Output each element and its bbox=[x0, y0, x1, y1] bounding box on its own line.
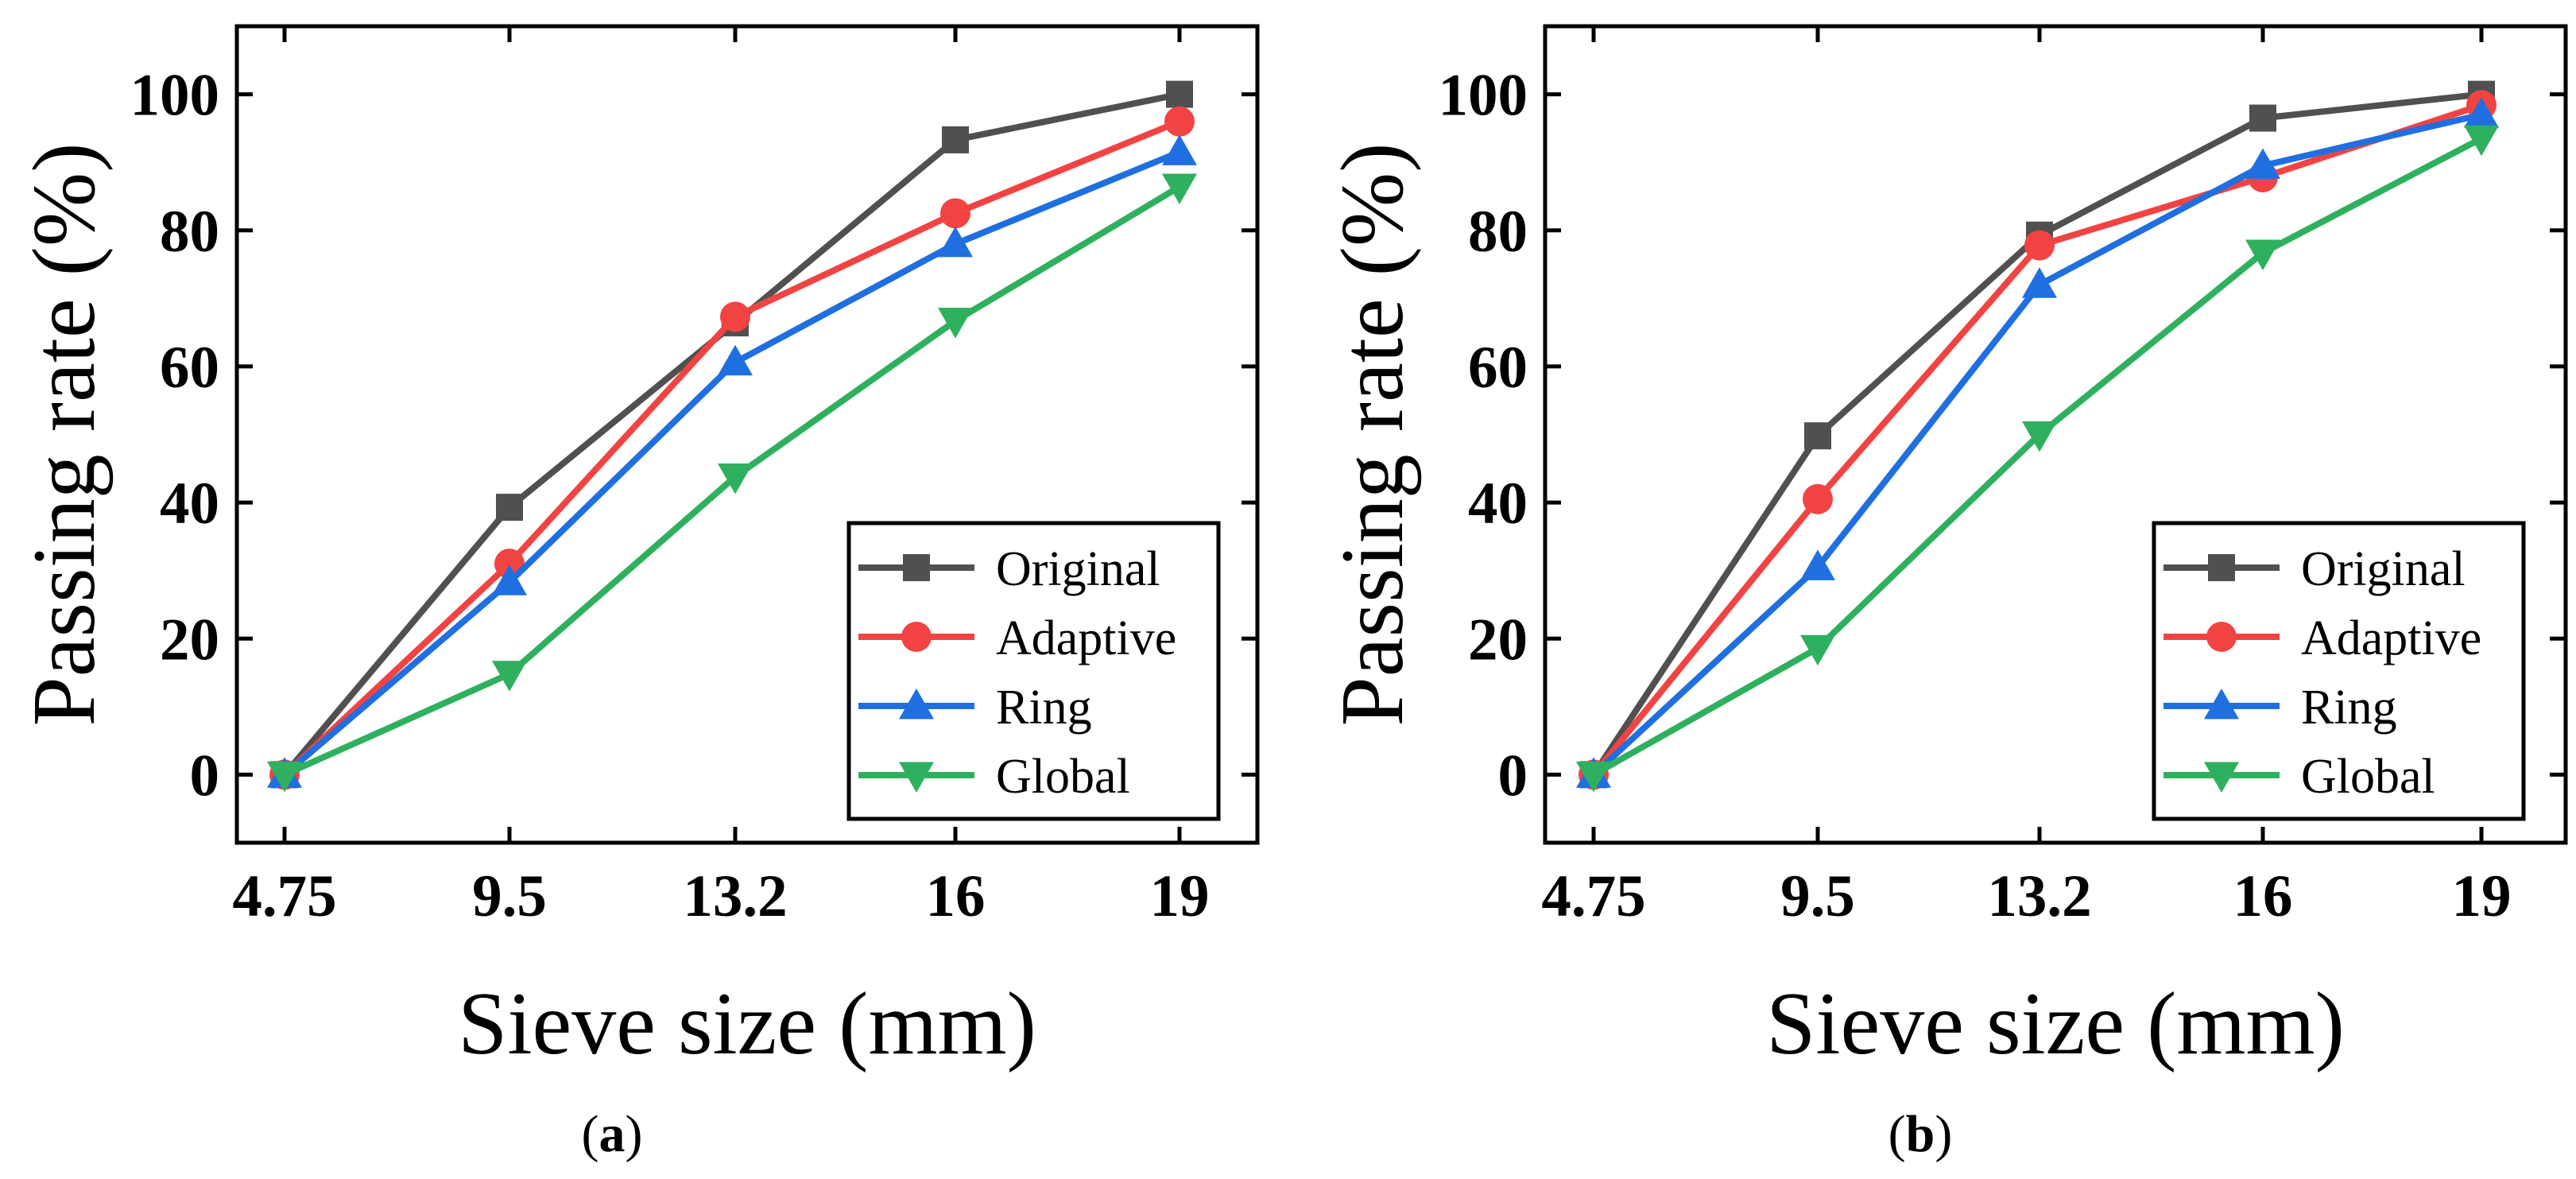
series-global bbox=[1576, 125, 2499, 793]
data-point bbox=[718, 344, 753, 376]
y-axis-title: Passing rate (%) bbox=[1323, 142, 1422, 726]
legend-label: Global bbox=[2301, 750, 2435, 804]
y-axis-title: Passing rate (%) bbox=[15, 142, 114, 726]
y-tick-label: 40 bbox=[1468, 471, 1528, 537]
plot-frame bbox=[1543, 24, 2568, 845]
legend-marker bbox=[2208, 554, 2235, 581]
data-point bbox=[1804, 422, 1831, 450]
x-tick-label: 13.2 bbox=[683, 863, 787, 929]
x-tick-label: 19 bbox=[1150, 863, 1210, 929]
legend-marker bbox=[901, 622, 932, 652]
y-tick-label: 0 bbox=[1498, 743, 1528, 809]
data-point bbox=[938, 308, 973, 339]
legend-marker bbox=[903, 554, 930, 581]
data-point bbox=[267, 761, 302, 793]
x-axis-title: Sieve size (mm) bbox=[1766, 975, 2345, 1073]
legend-label: Adaptive bbox=[996, 611, 1176, 665]
legend-label: Original bbox=[2301, 542, 2466, 596]
legend-marker bbox=[899, 688, 934, 719]
data-point bbox=[2464, 97, 2499, 128]
data-point bbox=[2022, 267, 2057, 298]
chart-panel-a: 0 20 40 60 80 100 4.75 9.5 13.2 16 19 Sieve size (m… bbox=[15, 24, 1260, 1163]
plot-frame bbox=[234, 24, 1260, 845]
legend-marker bbox=[2204, 762, 2239, 793]
series-ring bbox=[267, 134, 1197, 788]
legend: Original Adaptive Ring Global bbox=[2152, 521, 2526, 821]
panel-label: (a) bbox=[582, 1105, 643, 1163]
chart-panel-b: 0 20 40 60 80 100 4.75 9.5 13.2 16 19 Sieve size (m… bbox=[1323, 24, 2568, 1163]
legend-label: Ring bbox=[2301, 681, 2397, 735]
x-tick-label: 16 bbox=[926, 863, 986, 929]
y-tick-label: 40 bbox=[160, 471, 219, 537]
x-tick-label: 13.2 bbox=[1987, 863, 2091, 929]
legend: Original Adaptive Ring Global bbox=[846, 521, 1221, 821]
data-point bbox=[496, 494, 523, 522]
y-tick-label: 20 bbox=[1468, 607, 1528, 673]
x-tick-label: 4.75 bbox=[1541, 863, 1645, 929]
data-point bbox=[1162, 173, 1197, 204]
data-point bbox=[2245, 239, 2280, 270]
data-point bbox=[2464, 125, 2499, 157]
data-point bbox=[492, 661, 527, 692]
data-point bbox=[2022, 421, 2057, 452]
y-tick-label: 20 bbox=[160, 607, 219, 673]
y-tick-label: 100 bbox=[1439, 63, 1528, 129]
data-point bbox=[1164, 106, 1195, 137]
panel-label: (b) bbox=[1888, 1105, 1953, 1163]
data-point bbox=[720, 301, 750, 332]
x-axis-title: Sieve size (mm) bbox=[458, 975, 1036, 1073]
y-tick-label: 60 bbox=[1468, 335, 1528, 401]
data-point bbox=[1576, 761, 1611, 793]
y-tick-label: 80 bbox=[160, 199, 219, 265]
data-point bbox=[938, 226, 973, 258]
data-point bbox=[1800, 549, 1835, 580]
data-point bbox=[1803, 483, 1833, 514]
x-tick-label: 4.75 bbox=[232, 863, 336, 929]
y-tick-label: 80 bbox=[1468, 199, 1528, 265]
y-tick-label: 60 bbox=[160, 335, 219, 401]
legend-marker bbox=[899, 762, 934, 793]
data-point bbox=[2024, 230, 2055, 261]
legend-label: Global bbox=[996, 750, 1130, 804]
data-point bbox=[492, 564, 527, 595]
series-ring bbox=[1576, 97, 2499, 788]
data-point bbox=[2249, 104, 2276, 132]
data-point bbox=[1166, 80, 1193, 108]
legend-label: Original bbox=[996, 542, 1160, 596]
legend-marker bbox=[2204, 688, 2239, 719]
x-tick-label: 9.5 bbox=[472, 863, 547, 929]
legend-label: Ring bbox=[996, 681, 1092, 735]
data-point bbox=[2245, 148, 2280, 179]
x-tick-label: 19 bbox=[2452, 863, 2512, 929]
y-tick-label: 0 bbox=[190, 743, 220, 809]
data-point bbox=[1800, 634, 1835, 666]
data-point bbox=[1162, 134, 1197, 165]
data-point bbox=[718, 463, 753, 494]
legend-marker bbox=[2206, 622, 2237, 652]
data-point bbox=[940, 198, 970, 229]
x-tick-label: 9.5 bbox=[1780, 863, 1855, 929]
y-tick-label: 100 bbox=[130, 63, 220, 129]
data-point bbox=[942, 126, 969, 153]
legend-label: Adaptive bbox=[2301, 611, 2481, 665]
x-tick-label: 16 bbox=[2233, 863, 2293, 929]
series-global bbox=[267, 173, 1197, 793]
